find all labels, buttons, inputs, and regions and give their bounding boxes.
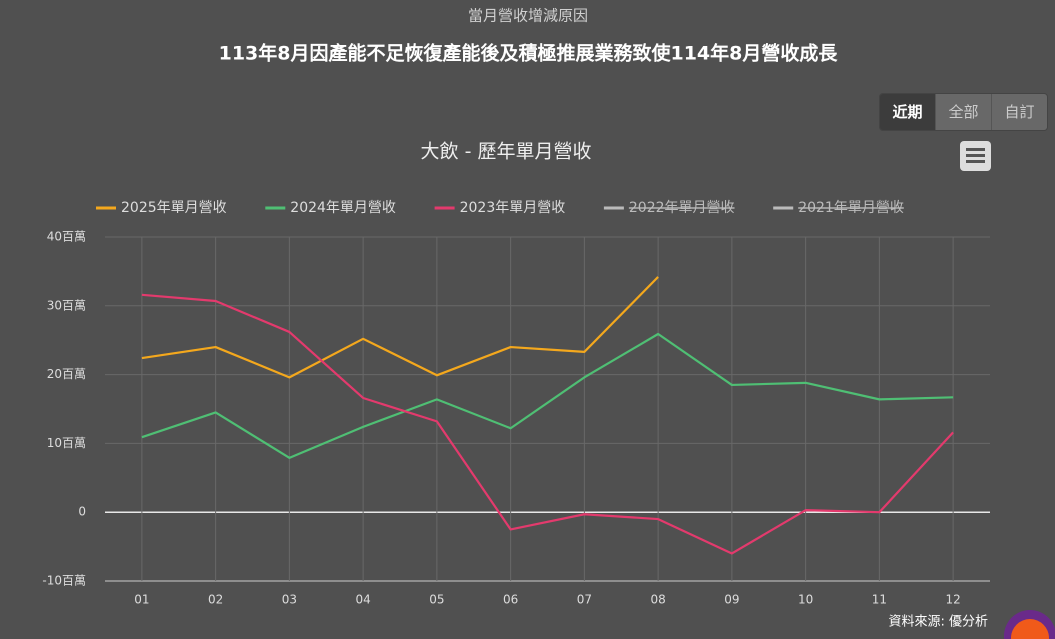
- legend-label[interactable]: 2023年單月營收: [460, 200, 566, 216]
- y-tick-label: 20百萬: [47, 367, 86, 381]
- menu-bar: [966, 148, 985, 151]
- series-line: [141, 332, 954, 459]
- y-tick-label: 10百萬: [47, 436, 86, 450]
- x-tick-label: 04: [355, 593, 370, 607]
- header-title: 當月營收增減原因: [468, 7, 588, 25]
- y-tick-label: 0: [78, 505, 86, 519]
- logo-inner: [1011, 619, 1049, 639]
- x-tick-label: 10: [798, 593, 813, 607]
- x-tick-label: 08: [650, 593, 665, 607]
- y-tick-label: 40百萬: [47, 230, 86, 244]
- legend-label[interactable]: 2025年單月營收: [121, 200, 227, 216]
- y-tick-label: 30百萬: [47, 298, 86, 312]
- legend-label[interactable]: 2022年單月營收: [629, 200, 735, 216]
- x-tick-label: 07: [577, 593, 592, 607]
- y-tick-label: -10百萬: [42, 574, 86, 588]
- range-button[interactable]: 全部: [935, 94, 991, 130]
- menu-icon[interactable]: [960, 141, 991, 171]
- x-tick-label: 05: [429, 593, 444, 607]
- menu-bar: [966, 154, 985, 157]
- legend-label[interactable]: 2024年單月營收: [290, 200, 396, 216]
- range-buttons: 近期 全部 自訂: [879, 93, 1048, 131]
- range-button[interactable]: 自訂: [991, 94, 1047, 130]
- x-tick-label: 11: [872, 593, 887, 607]
- x-tick-label: 03: [282, 593, 297, 607]
- x-tick-label: 09: [724, 593, 739, 607]
- x-tick-label: 12: [945, 593, 960, 607]
- x-tick-label: 06: [503, 593, 518, 607]
- header-subtitle: 113年8月因產能不足恢復產能後及積極推展業務致使114年8月營收成長: [219, 42, 839, 65]
- series-line: [141, 293, 954, 555]
- menu-bar: [966, 160, 985, 163]
- credits: 資料來源: 優分析: [888, 615, 988, 630]
- legend-label[interactable]: 2021年單月營收: [798, 200, 904, 216]
- x-tick-label: 02: [208, 593, 223, 607]
- series-line: [141, 276, 659, 379]
- chart-title: 大飲 - 歷年單月營收: [421, 141, 592, 163]
- range-button[interactable]: 近期: [880, 94, 935, 130]
- x-tick-label: 01: [134, 593, 149, 607]
